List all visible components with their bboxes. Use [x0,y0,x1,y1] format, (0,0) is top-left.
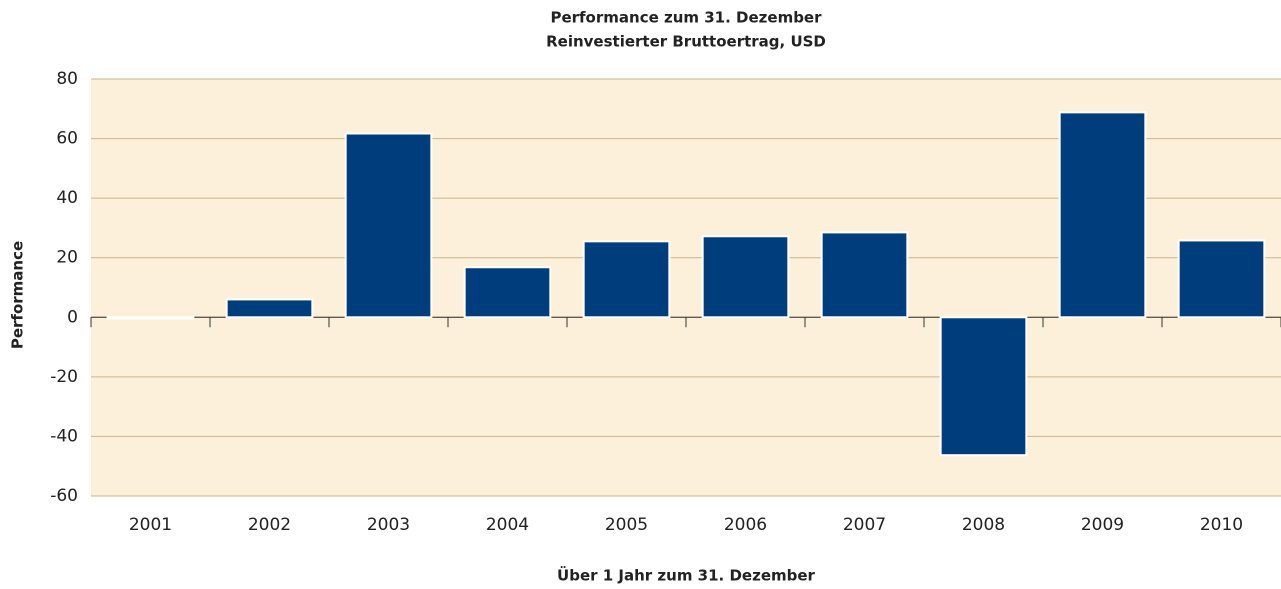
bar [225,298,314,319]
x-tick-label: 2005 [605,515,648,535]
bar [463,266,552,319]
y-tick-label: -60 [50,486,78,506]
y-tick-label: 60 [56,129,78,149]
bar [939,316,1028,457]
bar [701,235,790,319]
x-tick-label: 2002 [248,515,291,535]
y-tick-label: 20 [56,248,78,268]
y-tick-label: -20 [50,367,78,387]
x-tick-label: 2003 [367,515,410,535]
bar [1058,111,1147,319]
y-tick-label: 40 [56,188,78,208]
y-tick-label: -40 [50,426,78,446]
bar [820,231,909,319]
x-tick-label: 2007 [843,515,886,535]
chart-title: Performance zum 31. Dezember [550,9,822,27]
x-tick-label: 2008 [962,515,1005,535]
bar [344,132,433,319]
x-tick-label: 2009 [1081,515,1124,535]
x-tick-label: 2004 [486,515,529,535]
x-axis-label: Über 1 Jahr zum 31. Dezember [557,566,815,585]
bar [582,240,671,319]
x-tick-label: 2010 [1200,515,1243,535]
bar [106,316,195,320]
bar [1177,239,1266,319]
y-tick-label: 80 [56,69,78,89]
y-axis-label: Performance [9,241,27,349]
x-tick-label: 2001 [129,515,172,535]
chart-subtitle: Reinvestierter Bruttoertrag, USD [546,33,826,51]
x-tick-label: 2006 [724,515,767,535]
y-tick-label: 0 [67,307,78,327]
